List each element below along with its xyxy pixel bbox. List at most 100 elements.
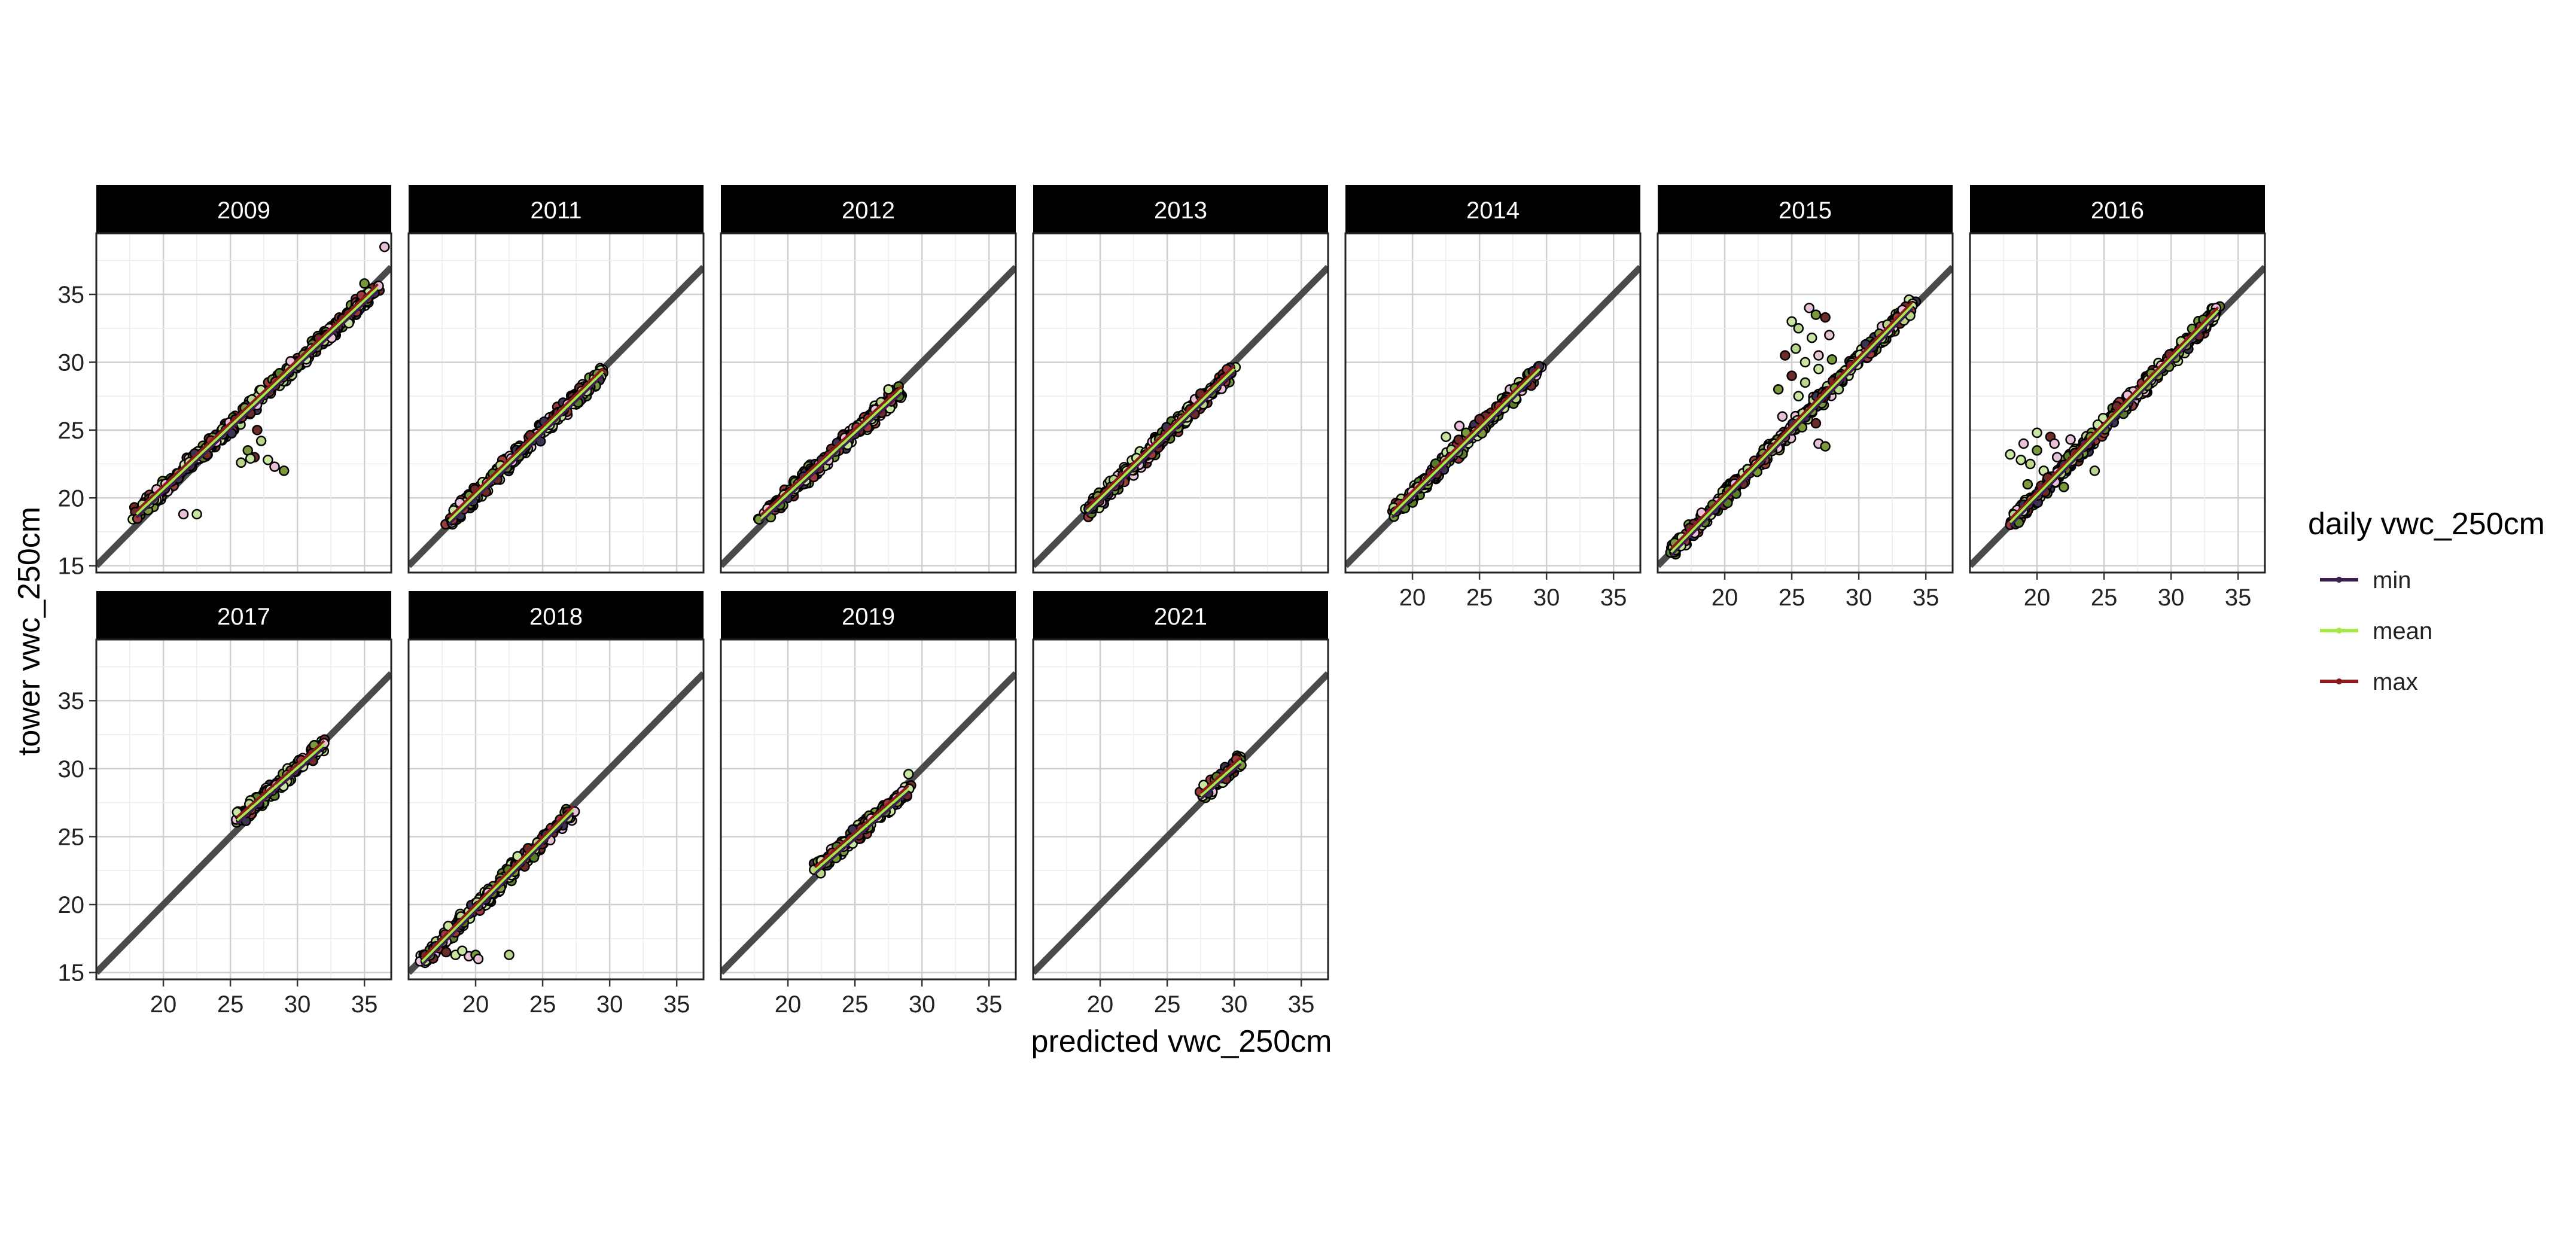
outlier-point <box>1773 384 1784 395</box>
fit-line-mean <box>1086 368 1235 513</box>
legend-entry-label: max <box>2373 669 2418 695</box>
legend-title: daily vwc_250cm <box>2308 507 2545 541</box>
fit-line-min <box>760 392 903 523</box>
x-tick-label: 30 <box>2158 584 2185 611</box>
fit-line-max <box>1670 301 1914 550</box>
outlier-point <box>2032 445 2042 456</box>
panel-content <box>1970 264 2265 568</box>
y-tick-label: 35 <box>58 282 85 308</box>
facet-strip-label: 2019 <box>842 604 895 630</box>
fit-line-max <box>814 784 910 869</box>
facet-strip <box>409 591 704 640</box>
legend-entry-min: min <box>2320 567 2411 593</box>
outlier-point <box>178 509 189 520</box>
outlier-point <box>1810 418 1822 429</box>
panel-border <box>95 638 392 981</box>
outlier-point <box>2025 458 2036 470</box>
fit-line-mean <box>421 808 575 963</box>
fit-line-max <box>760 385 903 516</box>
facet-panel-2017: 2017 15 20 25 30 35 20 25 30 35 <box>58 591 392 1018</box>
facet-panel-2019: 2019 20 25 30 35 <box>720 591 1017 1018</box>
fit-line-mean <box>760 388 903 519</box>
outlier-point <box>2089 465 2100 476</box>
x-tick-label: 35 <box>1600 584 1627 611</box>
facet-strip <box>1658 185 1953 233</box>
panel-content <box>1033 671 1328 975</box>
outlier-point <box>1793 323 1804 334</box>
facet-strip <box>96 185 391 233</box>
y-tick-label: 20 <box>58 892 85 918</box>
panel-border <box>1032 232 1329 574</box>
legend-entry-label: mean <box>2373 618 2432 644</box>
panel-content <box>721 264 1016 568</box>
fit-line-mean <box>1391 368 1541 515</box>
outlier-point <box>2005 449 2015 460</box>
fit-line-mean <box>2009 309 2219 523</box>
panel-content <box>1658 264 1953 568</box>
x-tick-label: 25 <box>1466 584 1493 611</box>
panel-border <box>1657 232 1954 574</box>
fit-line-max <box>1391 364 1541 512</box>
x-tick-label: 20 <box>1399 584 1426 611</box>
x-tick-label: 20 <box>1087 991 1114 1018</box>
outlier-point <box>1791 343 1801 354</box>
x-tick-label: 35 <box>976 991 1003 1018</box>
panel-border <box>1032 638 1329 981</box>
facet-panel-2012: 2012 <box>720 185 1017 574</box>
outlier-point <box>2051 452 2063 462</box>
outlier-point <box>255 436 267 446</box>
panel-border <box>720 638 1017 981</box>
fit-line-max <box>2009 306 2219 520</box>
panel-content <box>1033 264 1328 568</box>
outlier-point <box>1826 354 1838 365</box>
x-tick-label: 30 <box>1846 584 1872 611</box>
panel-content <box>721 671 1016 975</box>
fit-line-min <box>1086 372 1235 516</box>
fit-line-max <box>447 367 604 519</box>
fit-line-mean <box>236 743 325 821</box>
outlier-point <box>473 954 484 964</box>
outlier-point <box>1820 312 1831 323</box>
x-tick-label: 35 <box>351 991 378 1018</box>
facet-panel-2013: 2013 <box>1032 185 1329 574</box>
facet-strip <box>1345 185 1640 233</box>
outlier-point <box>1799 357 1811 368</box>
panel-content <box>96 671 391 975</box>
facet-panel-2016: 2016 20 25 30 35 <box>1969 185 2266 611</box>
panel-border <box>407 232 705 574</box>
gridlines <box>96 640 391 979</box>
facet-panel-2021: 2021 20 25 30 35 <box>1032 591 1329 1018</box>
outlier-point <box>456 945 468 957</box>
reference-line-1to1 <box>1033 671 1328 975</box>
x-tick-label: 35 <box>2225 584 2252 611</box>
fit-line-max <box>1086 364 1235 509</box>
outlier-point <box>1786 370 1797 381</box>
fit-line-max <box>421 805 575 960</box>
outlier-point <box>379 241 390 252</box>
facet-strip <box>409 185 704 233</box>
outlier-point <box>504 949 514 960</box>
outlier-point <box>2015 455 2026 465</box>
outlier-point <box>252 425 263 436</box>
panel-border <box>720 232 1017 574</box>
outlier-point <box>1804 302 1814 313</box>
y-tick-label: 20 <box>58 485 85 512</box>
gridlines <box>1970 233 2265 573</box>
x-tick-label: 30 <box>909 991 936 1018</box>
facet-strip-label: 2021 <box>1154 604 1207 630</box>
outlier-point <box>1793 391 1804 401</box>
fit-line-mean <box>1199 759 1242 797</box>
outlier-point <box>2018 438 2029 449</box>
outlier-point <box>1806 332 1817 343</box>
x-tick-label: 30 <box>1533 584 1560 611</box>
fit-line-min <box>814 791 910 875</box>
x-tick-label: 35 <box>1913 584 1939 611</box>
outlier-point <box>236 457 246 468</box>
outlier-point <box>1786 316 1797 327</box>
outlier-point <box>2059 482 2069 492</box>
x-tick-label: 25 <box>529 991 556 1018</box>
fit-line-max <box>236 739 325 818</box>
fit-line-min <box>447 374 604 525</box>
legend-entry-label: min <box>2373 567 2411 593</box>
x-tick-label: 30 <box>284 991 311 1018</box>
